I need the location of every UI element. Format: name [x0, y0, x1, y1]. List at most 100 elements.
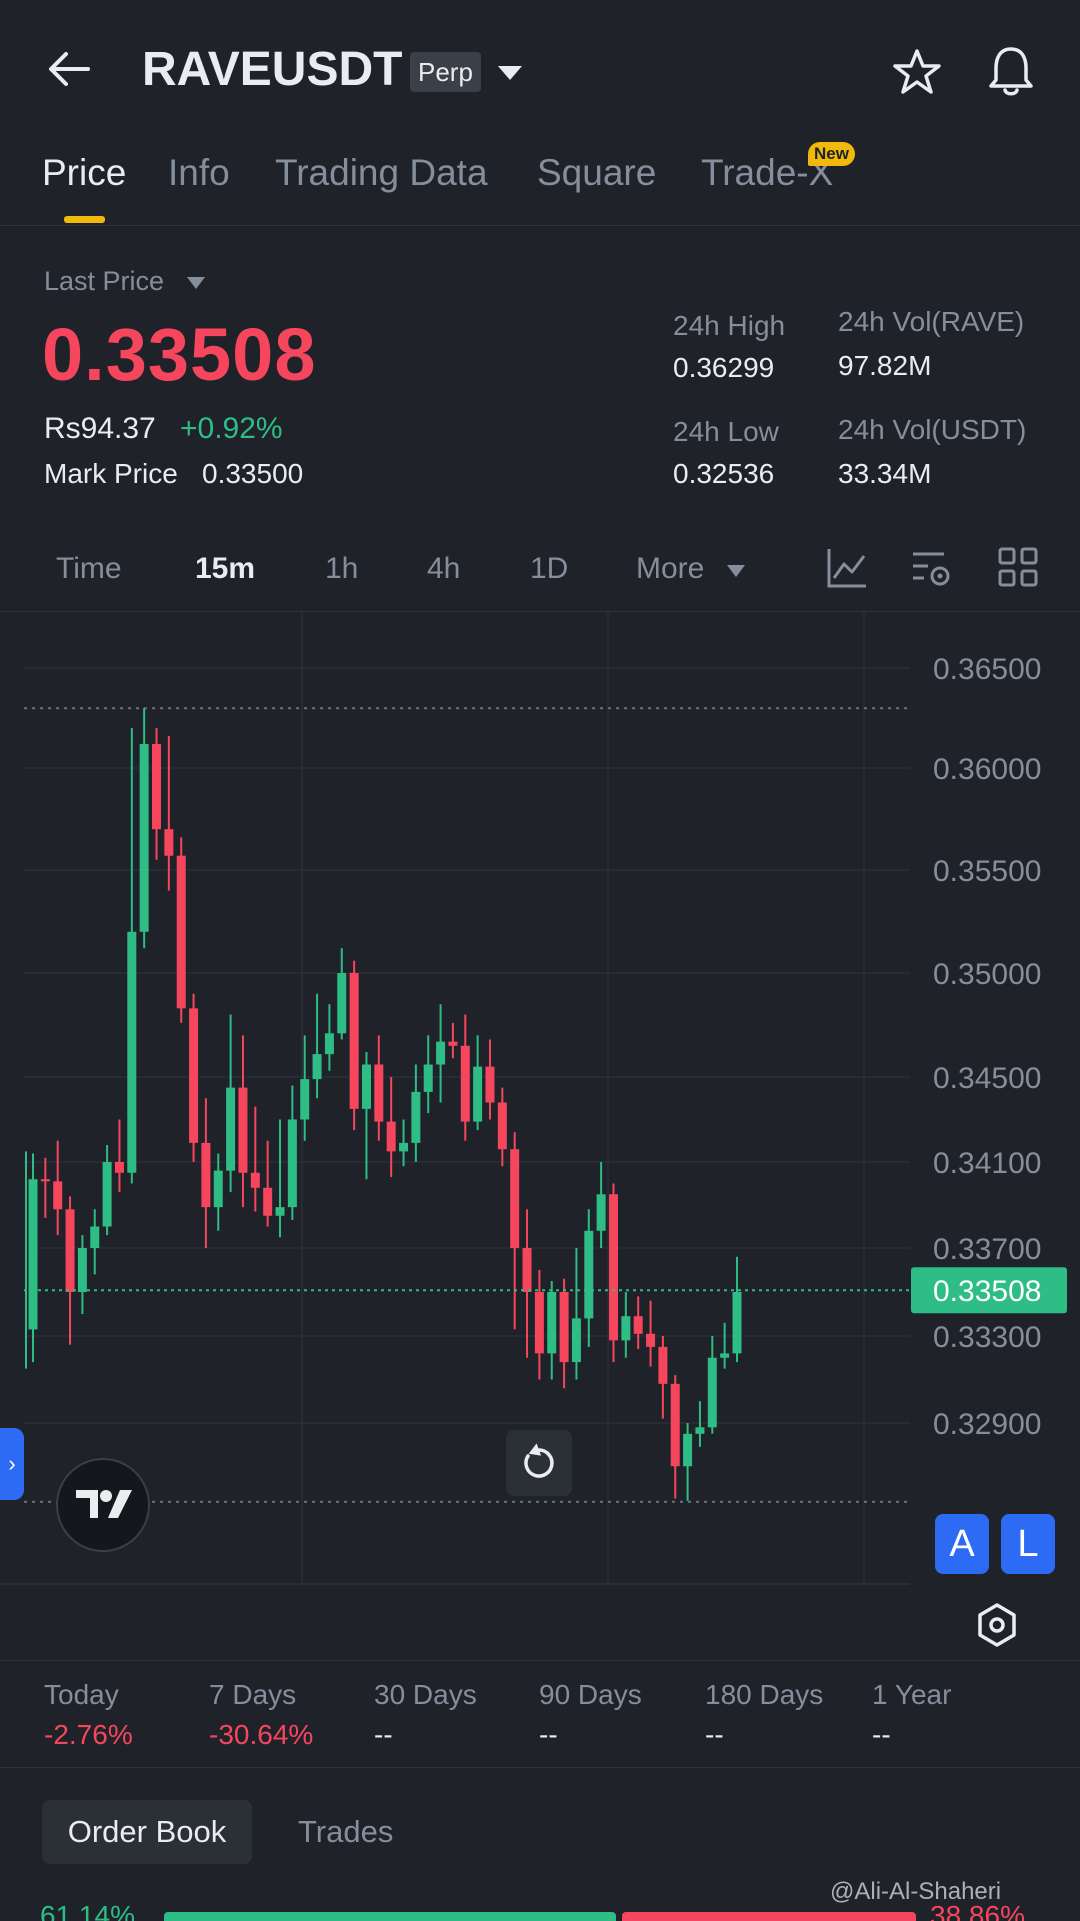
perf-90-days: 90 Days --	[539, 1679, 642, 1751]
candle-body	[238, 1087, 248, 1173]
tab-square[interactable]: Square	[537, 152, 657, 193]
candle-body	[349, 973, 359, 1109]
candle-body	[695, 1427, 705, 1434]
price-type-dropdown-icon[interactable]	[186, 276, 206, 290]
tab-trading-data[interactable]: Trading Data	[275, 152, 488, 193]
symbol-dropdown-icon[interactable]	[496, 64, 524, 82]
candle-body	[658, 1346, 668, 1384]
perf-label: 90 Days	[539, 1679, 642, 1710]
interval-1d[interactable]: 1D	[530, 552, 569, 585]
expand-sidebar-tab[interactable]: ›	[0, 1428, 24, 1500]
candle-body	[139, 744, 149, 932]
interval-bar: Time 15m 1h 4h 1D More	[0, 530, 1080, 612]
candle-body	[670, 1383, 680, 1467]
candle-body	[646, 1333, 656, 1347]
interval-time[interactable]: Time	[56, 552, 122, 585]
buy-ratio-bar	[164, 1912, 616, 1921]
candle-body	[152, 744, 162, 830]
candle-body	[596, 1194, 606, 1231]
y-tick-label: 0.34500	[933, 1062, 1041, 1095]
tab-info[interactable]: Info	[168, 152, 230, 193]
candle-body	[90, 1226, 100, 1248]
y-tick-label: 0.36500	[933, 653, 1041, 686]
y-tick-label: 0.36000	[933, 753, 1041, 786]
candlestick-chart[interactable]: 0.36500 0.36000 0.35500 0.35000 0.34500 0.341…	[0, 612, 1080, 1587]
perf-label: 1 Year	[872, 1679, 952, 1710]
perf-value: --	[374, 1719, 393, 1750]
candle-body	[337, 973, 347, 1034]
perf-label: 30 Days	[374, 1679, 477, 1710]
candle-body	[399, 1142, 409, 1152]
candle-body	[213, 1170, 223, 1208]
tab-order-book[interactable]: Order Book	[42, 1800, 252, 1864]
last-price-selector[interactable]: Last Price	[44, 266, 165, 296]
notification-bell-icon[interactable]	[986, 44, 1036, 98]
y-tick-label: 0.35500	[933, 855, 1041, 888]
y-tick-label: 0.35000	[933, 958, 1041, 991]
candle-body	[226, 1087, 236, 1171]
y-tick-label: 0.33300	[933, 1321, 1041, 1354]
interval-15m[interactable]: 15m	[195, 552, 256, 585]
perf-today: Today -2.76%	[44, 1679, 133, 1751]
last-price-tag-label: 0.33508	[933, 1275, 1041, 1308]
y-tick-label: 0.33700	[933, 1233, 1041, 1266]
interval-4h[interactable]: 4h	[427, 552, 461, 585]
candle-body	[53, 1181, 63, 1210]
back-arrow-icon[interactable]	[44, 44, 94, 94]
candle-body	[547, 1292, 557, 1354]
candle-body	[189, 1008, 199, 1143]
price-change-percent: +0.92%	[180, 412, 283, 445]
candle-body	[114, 1162, 124, 1173]
indicator-chart-icon[interactable]	[826, 546, 868, 590]
candle-body	[460, 1045, 470, 1122]
more-dropdown-icon[interactable]	[726, 564, 746, 578]
sell-ratio-bar	[622, 1912, 916, 1921]
chart-hex-settings-icon[interactable]	[974, 1602, 1020, 1648]
candle-body	[164, 829, 174, 856]
candle-body	[275, 1207, 285, 1216]
alert-a-button[interactable]: A	[935, 1514, 989, 1574]
interval-more[interactable]: More	[636, 552, 705, 585]
high-24h-label: 24h High	[673, 310, 786, 341]
tab-trades[interactable]: Trades	[298, 1814, 394, 1849]
tab-price[interactable]: Price	[42, 152, 127, 193]
alert-l-button[interactable]: L	[1001, 1514, 1055, 1574]
symbol-title[interactable]: RAVEUSDT	[142, 43, 403, 96]
high-24h-value: 0.36299	[673, 352, 775, 383]
candle-body	[287, 1119, 297, 1208]
candle-body	[608, 1194, 618, 1341]
chart-canvas[interactable]: 0.36500 0.36000 0.35500 0.35000 0.34500 0.341…	[0, 612, 1080, 1587]
reset-chart-button[interactable]	[506, 1430, 572, 1496]
tradingview-logo[interactable]	[56, 1458, 150, 1552]
candle-body	[102, 1162, 112, 1227]
watermark: @Ali-Al-Shaheri	[830, 1878, 1002, 1905]
buy-ratio: 61.14%	[40, 1900, 135, 1921]
perf-label: 7 Days	[209, 1679, 297, 1710]
vol-quote-value: 33.34M	[838, 458, 932, 489]
candle-body	[312, 1054, 322, 1080]
candle-body	[510, 1149, 520, 1248]
perf-1-year: 1 Year --	[872, 1679, 951, 1751]
candle-body	[473, 1066, 483, 1122]
candle-body	[497, 1102, 507, 1150]
candle-body	[485, 1066, 495, 1103]
candle-body	[522, 1248, 532, 1292]
chart-settings-icon[interactable]	[910, 546, 954, 590]
sell-ratio: 38.86%	[930, 1900, 1025, 1921]
candle-body	[374, 1064, 384, 1122]
y-tick-label: 0.32900	[933, 1408, 1041, 1441]
layout-grid-icon[interactable]	[998, 546, 1038, 588]
tradingview-logo-icon	[76, 1490, 132, 1518]
interval-1h[interactable]: 1h	[325, 552, 359, 585]
candle-body	[263, 1187, 273, 1216]
vol-base-label: 24h Vol(RAVE)	[838, 306, 1025, 337]
favorite-star-icon[interactable]	[892, 48, 942, 96]
last-price-value: 0.33508	[42, 313, 317, 396]
candle-body	[40, 1179, 50, 1182]
candle-body	[436, 1041, 446, 1065]
perf-value: --	[705, 1719, 724, 1750]
candle-body	[324, 1033, 334, 1055]
candle-body	[28, 1179, 38, 1330]
candle-body	[683, 1433, 693, 1467]
candle-body	[448, 1041, 458, 1046]
